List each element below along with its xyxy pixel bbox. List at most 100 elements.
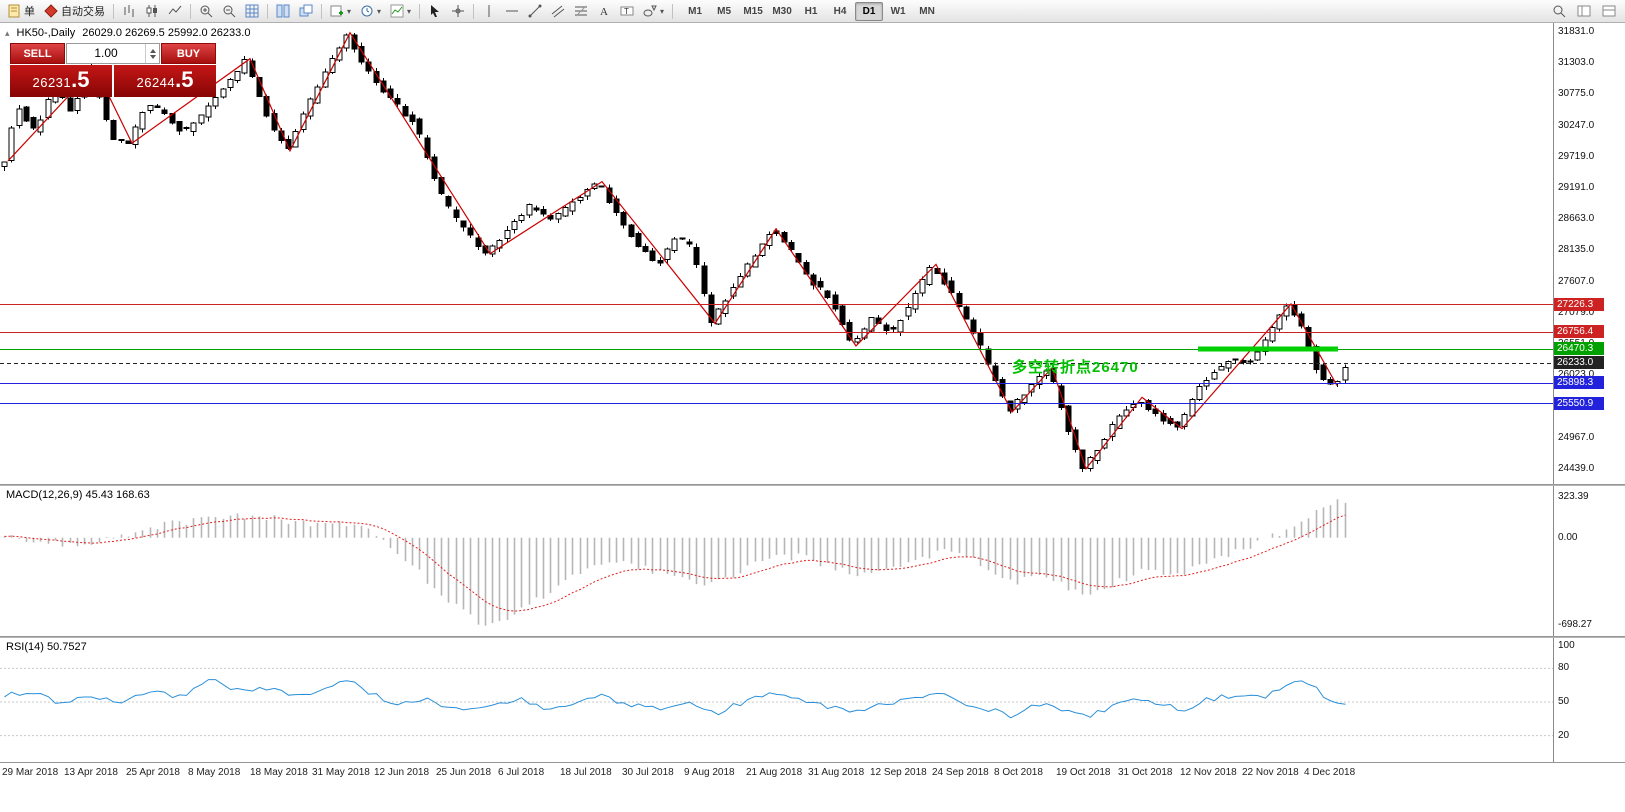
zoom-out-icon [222, 4, 236, 18]
candlestick-chart-button[interactable] [141, 1, 163, 22]
price-axis-tick: 30247.0 [1558, 119, 1595, 131]
macd-axis-tick: -698.27 [1558, 619, 1592, 631]
panels-button[interactable] [1573, 1, 1595, 22]
toolbar-separator [267, 3, 268, 19]
volume-down-icon[interactable] [149, 54, 156, 59]
bar-chart-button[interactable] [118, 1, 140, 22]
cursor-icon [428, 4, 442, 18]
rsi-chart[interactable] [0, 638, 1553, 762]
cascade-windows-button[interactable] [295, 1, 317, 22]
price-chart-panel[interactable]: 31831.0 31303.0 30775.0 30247.0 29719.0 29191… [0, 23, 1625, 484]
toolbar-separator [672, 3, 674, 19]
autotrading-label: 自动交易 [61, 6, 105, 18]
channel-button[interactable] [547, 1, 569, 22]
text-button[interactable]: A [593, 1, 615, 22]
new-chart-button[interactable]: ▾ [326, 1, 355, 22]
rsi-axis-tick: 80 [1558, 662, 1570, 674]
date-axis-label: 30 Jul 2018 [622, 767, 674, 778]
price-axis-tick: 26023.0 [1558, 369, 1595, 381]
date-axis-label: 18 Jul 2018 [560, 767, 612, 778]
rsi-panel[interactable]: 100 80 50 20 RSI(14) 50.7527 [0, 638, 1625, 762]
new-order-label: 单 [24, 6, 35, 18]
toolbar: 单 自动交易 ▾ ▾ ▾ A T ▾ M1 M5 M15 M [0, 0, 1625, 23]
new-order-button[interactable]: 单 [3, 1, 39, 22]
period-clock-button[interactable]: ▾ [356, 1, 385, 22]
price-axis-tick: 29719.0 [1558, 150, 1595, 162]
trendline-button[interactable] [524, 1, 546, 22]
autotrading-button[interactable]: 自动交易 [40, 1, 109, 22]
grid-button[interactable] [241, 1, 263, 22]
zoom-in-button[interactable] [195, 1, 217, 22]
price-axis-tick: 27079.0 [1558, 306, 1595, 318]
timeframe-button-W1[interactable]: W1 [890, 5, 906, 17]
indicators-icon [390, 4, 404, 18]
vertical-line-button[interactable] [478, 1, 500, 22]
dropdown-arrow-icon: ▾ [407, 6, 412, 16]
macd-chart[interactable] [0, 486, 1553, 636]
candlestick-chart[interactable] [0, 23, 1553, 484]
macd-axis: 323.39 0.00 -698.27 [1553, 486, 1625, 636]
volume-stepper[interactable] [145, 44, 159, 63]
cursor-button[interactable] [424, 1, 446, 22]
timeframe-button-M15[interactable]: M15 [743, 5, 763, 17]
horizontal-line-button[interactable] [501, 1, 523, 22]
volume-field[interactable]: 1.00 [66, 43, 160, 64]
symbol-title: HK50-,Daily [16, 27, 76, 39]
search-button[interactable] [1548, 1, 1570, 22]
tile-windows-button[interactable] [272, 1, 294, 22]
text-label-icon: T [620, 4, 634, 18]
cascade-windows-icon [299, 4, 313, 18]
text-label-button[interactable]: T [616, 1, 638, 22]
price-axis-tick: 28135.0 [1558, 244, 1595, 256]
price-line-flag: 26756.4 [1554, 325, 1604, 339]
indicators-button[interactable]: ▾ [386, 1, 415, 22]
date-axis-label: 31 May 2018 [312, 767, 370, 778]
crosshair-icon [451, 4, 465, 18]
price-axis[interactable]: 31831.0 31303.0 30775.0 30247.0 29719.0 29191… [1553, 23, 1625, 484]
line-chart-icon [168, 4, 182, 18]
candlestick-chart-icon [145, 4, 159, 18]
volume-up-icon[interactable] [149, 48, 156, 53]
timeframe-button-M5[interactable]: M5 [717, 5, 732, 17]
date-axis-label: 12 Jun 2018 [374, 767, 430, 778]
macd-axis-tick: 323.39 [1558, 491, 1589, 503]
zoom-out-button[interactable] [218, 1, 240, 22]
chart-title-line: ▴ HK50-,Daily 26029.0 26269.5 25992.0 26… [5, 27, 250, 39]
layout-button[interactable] [1598, 1, 1620, 22]
dropdown-arrow-icon: ▾ [377, 6, 382, 16]
buy-price-main: 26244 [136, 75, 176, 90]
panel-separator[interactable] [0, 484, 1625, 486]
text-icon: A [597, 4, 611, 18]
rsi-axis-tick: 20 [1558, 729, 1570, 741]
timeframe-button-M30[interactable]: M30 [772, 5, 792, 17]
timeframe-button-D1[interactable]: D1 [855, 1, 884, 21]
sell-button[interactable]: SELL [10, 43, 65, 64]
macd-panel[interactable]: 323.39 0.00 -698.27 MACD(12,26,9) 45.43 16… [0, 486, 1625, 636]
volume-input[interactable]: 1.00 [94, 46, 118, 60]
price-axis-tick: 28663.0 [1558, 213, 1595, 225]
sell-price-display[interactable]: 26231 .5 [10, 65, 112, 97]
line-chart-button[interactable] [164, 1, 186, 22]
date-axis-label: 24 Sep 2018 [932, 767, 989, 778]
collapse-arrow-icon[interactable]: ▴ [5, 27, 10, 38]
shapes-button[interactable]: ▾ [639, 1, 668, 22]
toolbar-separator [113, 3, 114, 19]
date-axis[interactable]: 29 Mar 2018 13 Apr 2018 25 Apr 2018 8 May 2… [0, 763, 1625, 785]
crosshair-button[interactable] [447, 1, 469, 22]
svg-text:T: T [624, 7, 629, 16]
price-line-flag: 26233.0 [1554, 356, 1604, 370]
panel-separator[interactable] [0, 636, 1625, 638]
trendline-icon [528, 4, 542, 18]
price-line-flag: 25898.3 [1554, 376, 1604, 390]
timeframe-button-M1[interactable]: M1 [688, 5, 703, 17]
buy-price-display[interactable]: 26244 .5 [114, 65, 216, 97]
price-axis-tick: 27607.0 [1558, 275, 1595, 287]
timeframe-button-MN[interactable]: MN [919, 5, 935, 17]
svg-text:A: A [600, 6, 608, 18]
date-axis-label: 12 Sep 2018 [870, 767, 927, 778]
fibonacci-button[interactable] [570, 1, 592, 22]
timeframe-button-H1[interactable]: H1 [804, 5, 818, 17]
date-axis-label: 9 Aug 2018 [684, 767, 735, 778]
timeframe-button-H4[interactable]: H4 [833, 5, 847, 17]
buy-button[interactable]: BUY [161, 43, 216, 64]
